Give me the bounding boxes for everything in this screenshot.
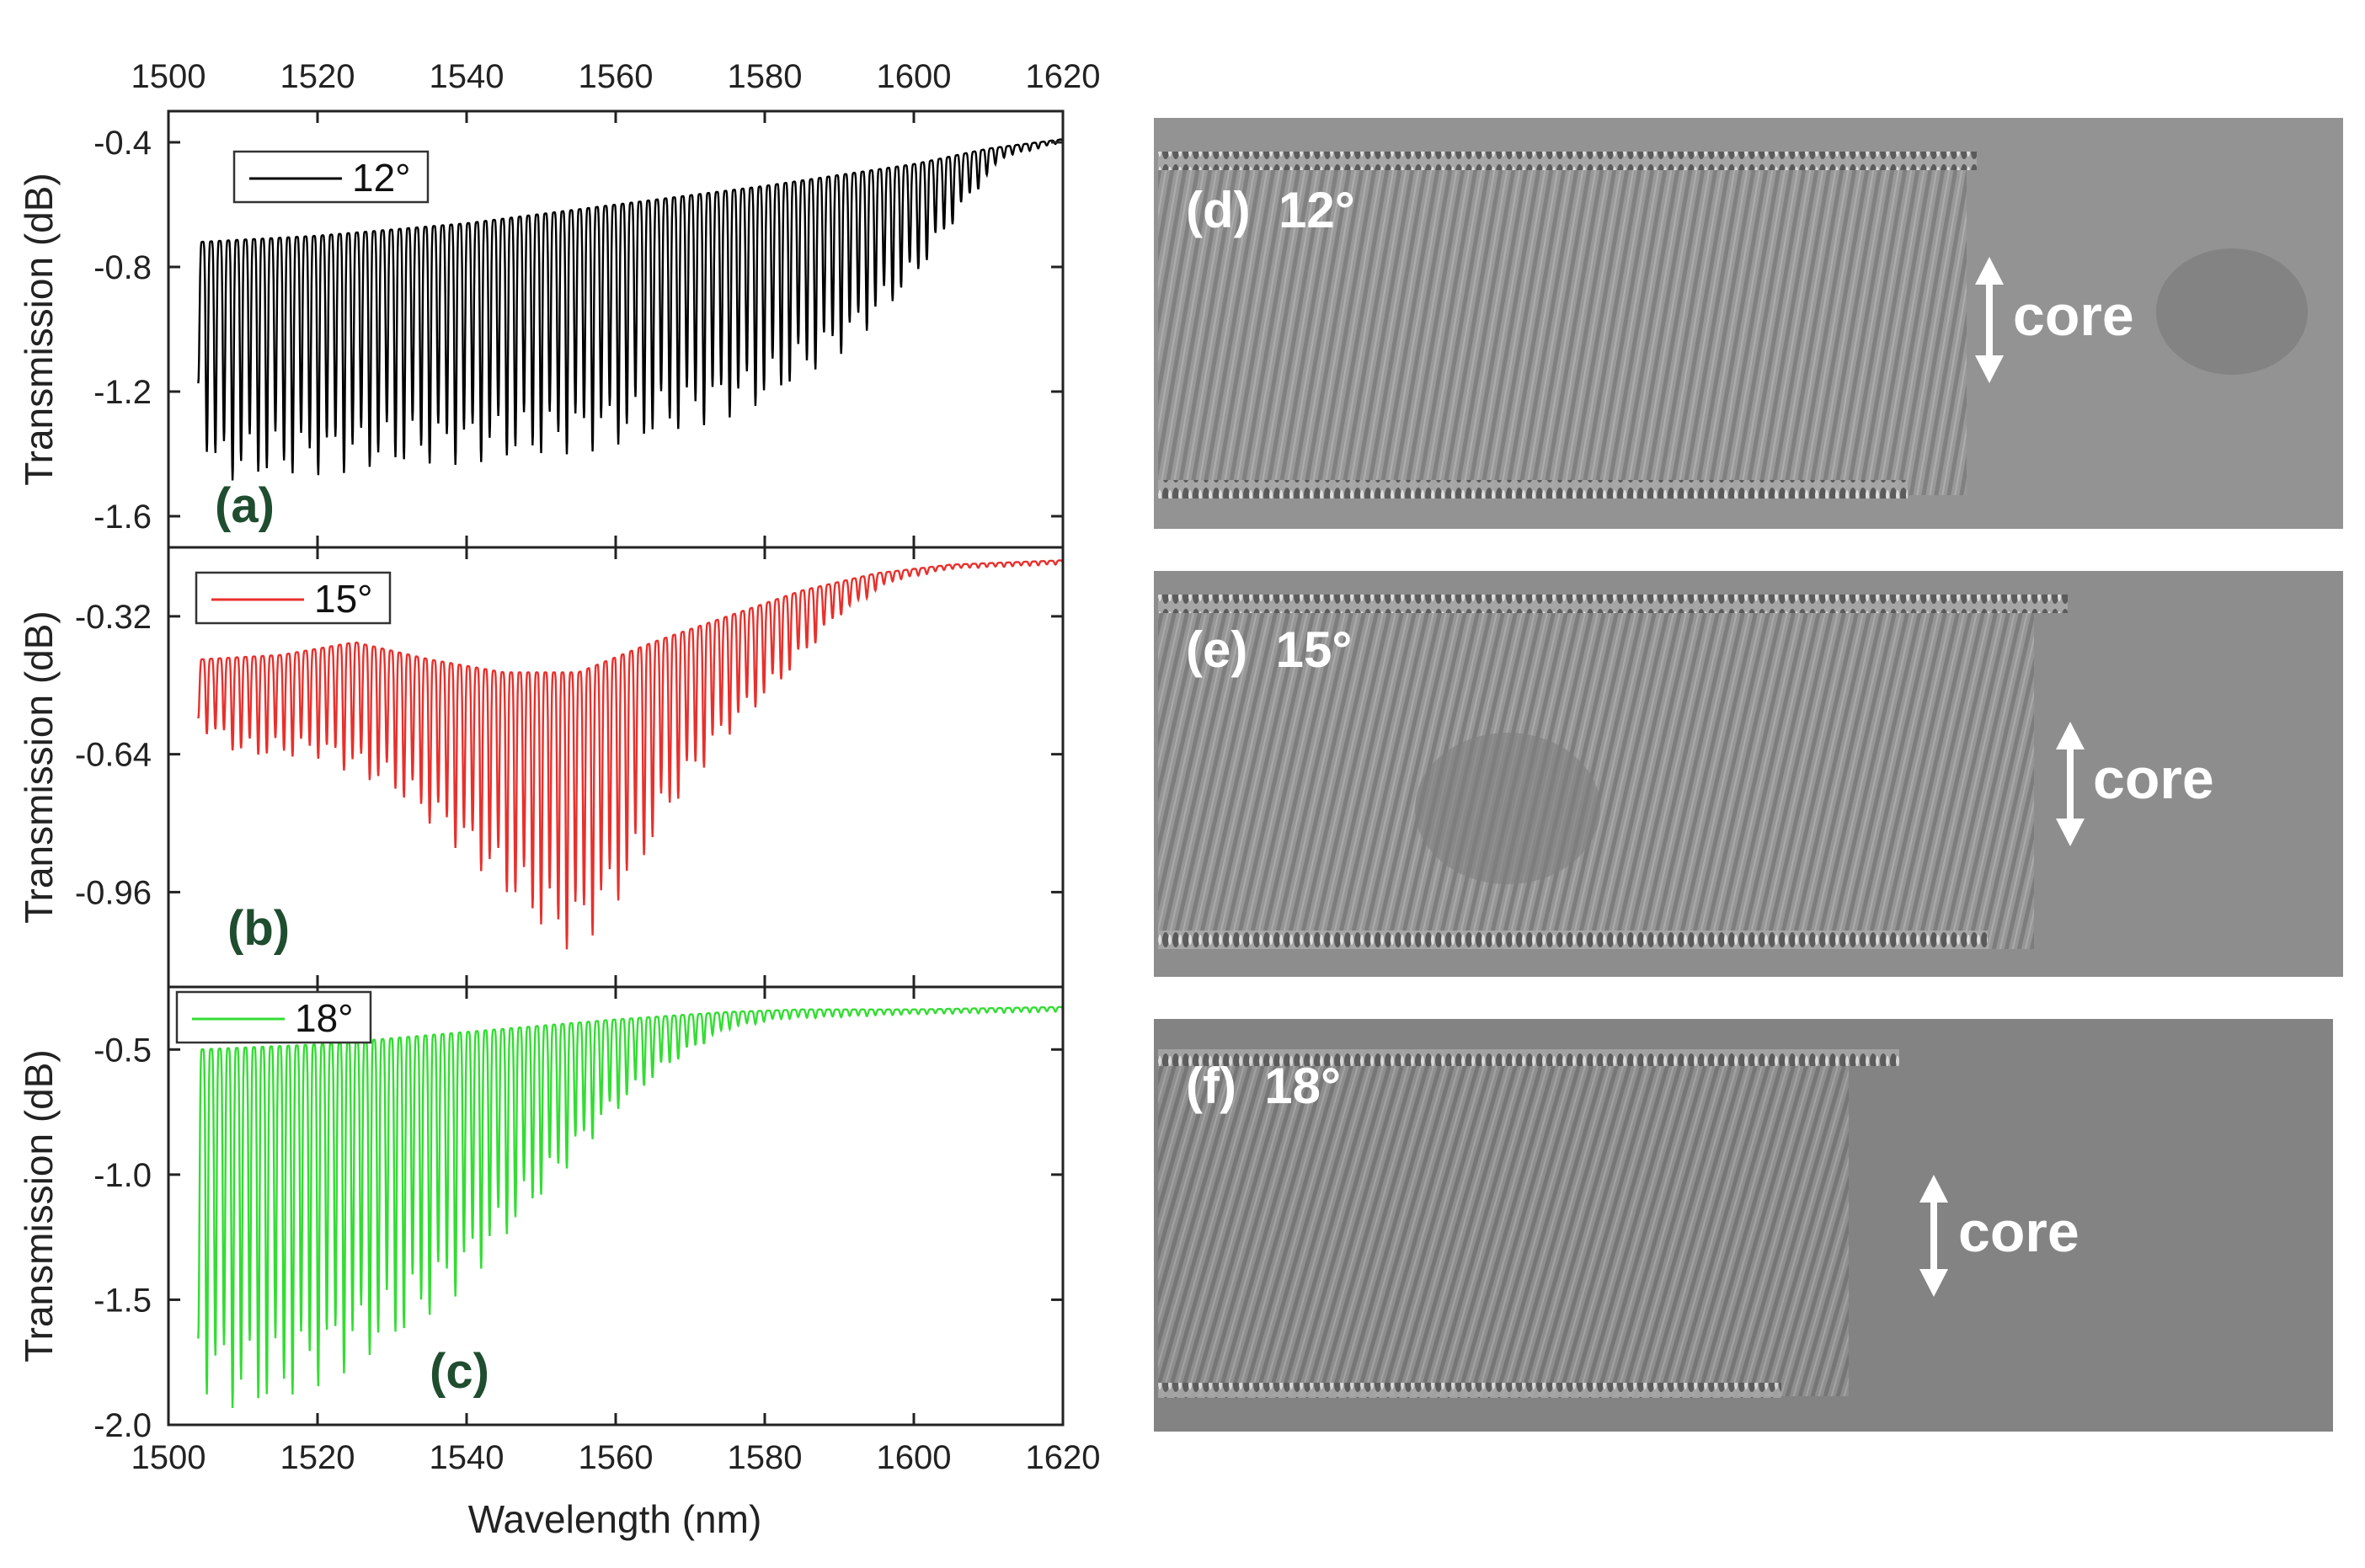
y-axis-title: Transmission (dB) bbox=[17, 611, 61, 923]
micrograph-d: (d) 12° core bbox=[1154, 118, 2343, 529]
core-arrow-icon bbox=[2056, 722, 2085, 846]
y-tick-label: -0.32 bbox=[75, 599, 152, 636]
x-tick-label: 1620 bbox=[1026, 58, 1101, 95]
transmission-plots: -0.4 -0.8 -1.2 -1.6 1500 1520 1540 1560 1580 1600… bbox=[17, 58, 1100, 1476]
y-tick-label: -1.6 bbox=[93, 499, 152, 536]
x-tick-label: 1580 bbox=[728, 1439, 803, 1476]
micrograph-e-grating bbox=[1158, 608, 2034, 949]
micrograph-d-core-label: core bbox=[2013, 284, 2134, 348]
micrograph-e-edge-bottom bbox=[1158, 931, 1988, 949]
y-axis-title: Transmission (dB) bbox=[17, 173, 61, 485]
x-tick-label: 1500 bbox=[131, 1439, 206, 1476]
x-tick-label: 1500 bbox=[131, 58, 206, 95]
legend-box bbox=[232, 150, 430, 204]
micrograph-f-core-label: core bbox=[1958, 1200, 2079, 1264]
micrograph-f-grating bbox=[1158, 1059, 1849, 1396]
panel-letter: (a) bbox=[215, 478, 275, 533]
series-line-b bbox=[197, 559, 1065, 950]
chart-panel-a: -0.4 -0.8 -1.2 -1.6 1500 1520 1540 1560 1580 1600… bbox=[17, 58, 1101, 549]
y-tick-label: -1.2 bbox=[93, 374, 152, 411]
micrograph-d-edge-top bbox=[1158, 152, 1977, 170]
x-tick-label: 1580 bbox=[728, 58, 803, 95]
y-tick-label: -1.5 bbox=[93, 1282, 152, 1319]
x-tick-label: 1520 bbox=[280, 58, 355, 95]
x-tick-label: 1600 bbox=[877, 58, 952, 95]
y-tick-label: -1.0 bbox=[93, 1157, 152, 1194]
micrograph-d-shadow bbox=[2156, 248, 2308, 375]
y-tick-label: -0.64 bbox=[75, 737, 152, 774]
x-tick-label: 1600 bbox=[877, 1439, 952, 1476]
x-tick-label: 1540 bbox=[430, 58, 504, 95]
micrograph-f-edge-bottom bbox=[1158, 1383, 1781, 1398]
micrograph-e: (e) 15° core bbox=[1154, 571, 2343, 977]
core-arrow-icon bbox=[1975, 257, 2004, 383]
core-arrow-icon bbox=[1919, 1175, 1948, 1297]
micrograph-e-shadow bbox=[1415, 733, 1600, 884]
x-tick-label: 1560 bbox=[579, 58, 654, 95]
micrograph-f: (f) 18° core bbox=[1154, 1019, 2333, 1432]
y-axis-title: Transmission (dB) bbox=[17, 1049, 61, 1362]
micrograph-d-label: (d) 12° bbox=[1186, 182, 1355, 238]
x-tick-label: 1620 bbox=[1026, 1439, 1101, 1476]
y-tick-label: -0.8 bbox=[93, 249, 152, 286]
axis-title-x: Wavelength (nm) bbox=[468, 1497, 762, 1541]
micrograph-e-core-label: core bbox=[2093, 747, 2214, 811]
x-tick-label: 1520 bbox=[280, 1439, 355, 1476]
panel-letter: (c) bbox=[430, 1344, 489, 1399]
micrograph-f-edge-top bbox=[1158, 1049, 1899, 1066]
y-tick-label: -0.5 bbox=[93, 1032, 152, 1069]
y-tick-label: -0.96 bbox=[75, 874, 152, 911]
legend-label: 18° bbox=[295, 996, 354, 1040]
legend-box bbox=[175, 990, 372, 1044]
legend-label: 12° bbox=[352, 156, 411, 200]
series-line-c bbox=[197, 1005, 1065, 1409]
micrograph-d-grating bbox=[1158, 167, 1967, 495]
y-tick-label: -0.4 bbox=[93, 125, 152, 162]
panel-letter: (b) bbox=[227, 901, 290, 956]
micrograph-e-edge-top bbox=[1158, 595, 2068, 613]
x-tick-label: 1560 bbox=[579, 1439, 654, 1476]
x-tick-label: 1540 bbox=[430, 1439, 504, 1476]
legend-box bbox=[195, 571, 392, 625]
micrograph-e-label: (e) 15° bbox=[1186, 621, 1352, 678]
x-axis-title: Wavelength (nm) bbox=[468, 1497, 762, 1541]
micrograph-f-label: (f) 18° bbox=[1186, 1058, 1341, 1114]
chart-panel-b: -0.32 -0.64 -0.96 Transmission (dB) 15° (b) bbox=[17, 546, 1065, 989]
y-tick-label: -2.0 bbox=[93, 1407, 152, 1444]
series-line-a bbox=[197, 138, 1065, 481]
micrograph-d-edge-bottom bbox=[1158, 480, 1908, 499]
legend-label: 15° bbox=[314, 577, 373, 621]
